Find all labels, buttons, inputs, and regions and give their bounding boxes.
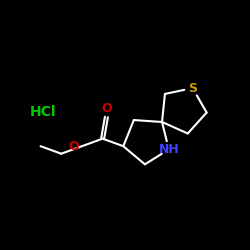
Text: O: O [68,140,79,153]
Text: HCl: HCl [30,105,56,119]
Text: NH: NH [158,143,179,156]
Text: O: O [101,102,112,115]
Text: S: S [188,82,197,94]
